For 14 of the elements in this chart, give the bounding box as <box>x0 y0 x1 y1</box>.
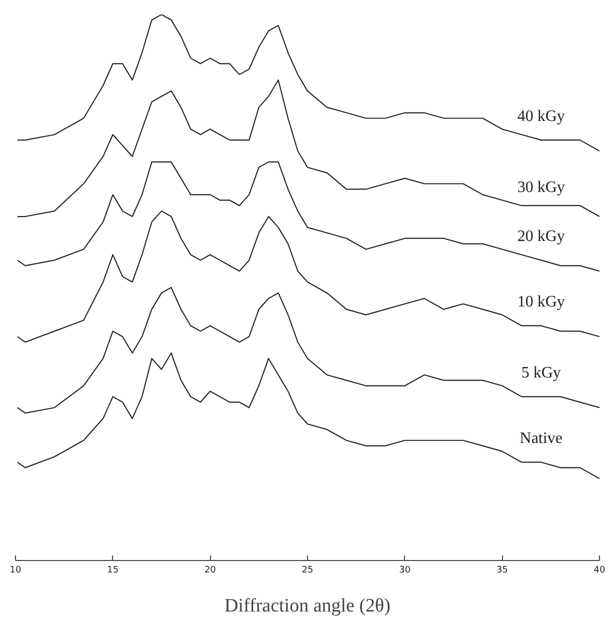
x-tick-label: 40 <box>594 566 606 576</box>
x-tick-label: 35 <box>496 566 508 576</box>
series-label: 30 kGy <box>517 178 565 196</box>
x-tick-label: 30 <box>399 566 411 576</box>
x-tick-label: 15 <box>107 566 119 576</box>
x-tick-label: 25 <box>302 566 314 576</box>
x-tick-label: 20 <box>204 566 216 576</box>
series-label: 10 kGy <box>517 293 565 310</box>
x-tick-label: 10 <box>10 566 22 576</box>
x-axis-title: Diffraction angle (2θ) <box>224 596 390 616</box>
series-label: 20 kGy <box>517 228 565 245</box>
series-label: 40 kGy <box>517 108 565 125</box>
series-label: 5 kGy <box>521 364 561 382</box>
series-label: Native <box>520 430 562 447</box>
